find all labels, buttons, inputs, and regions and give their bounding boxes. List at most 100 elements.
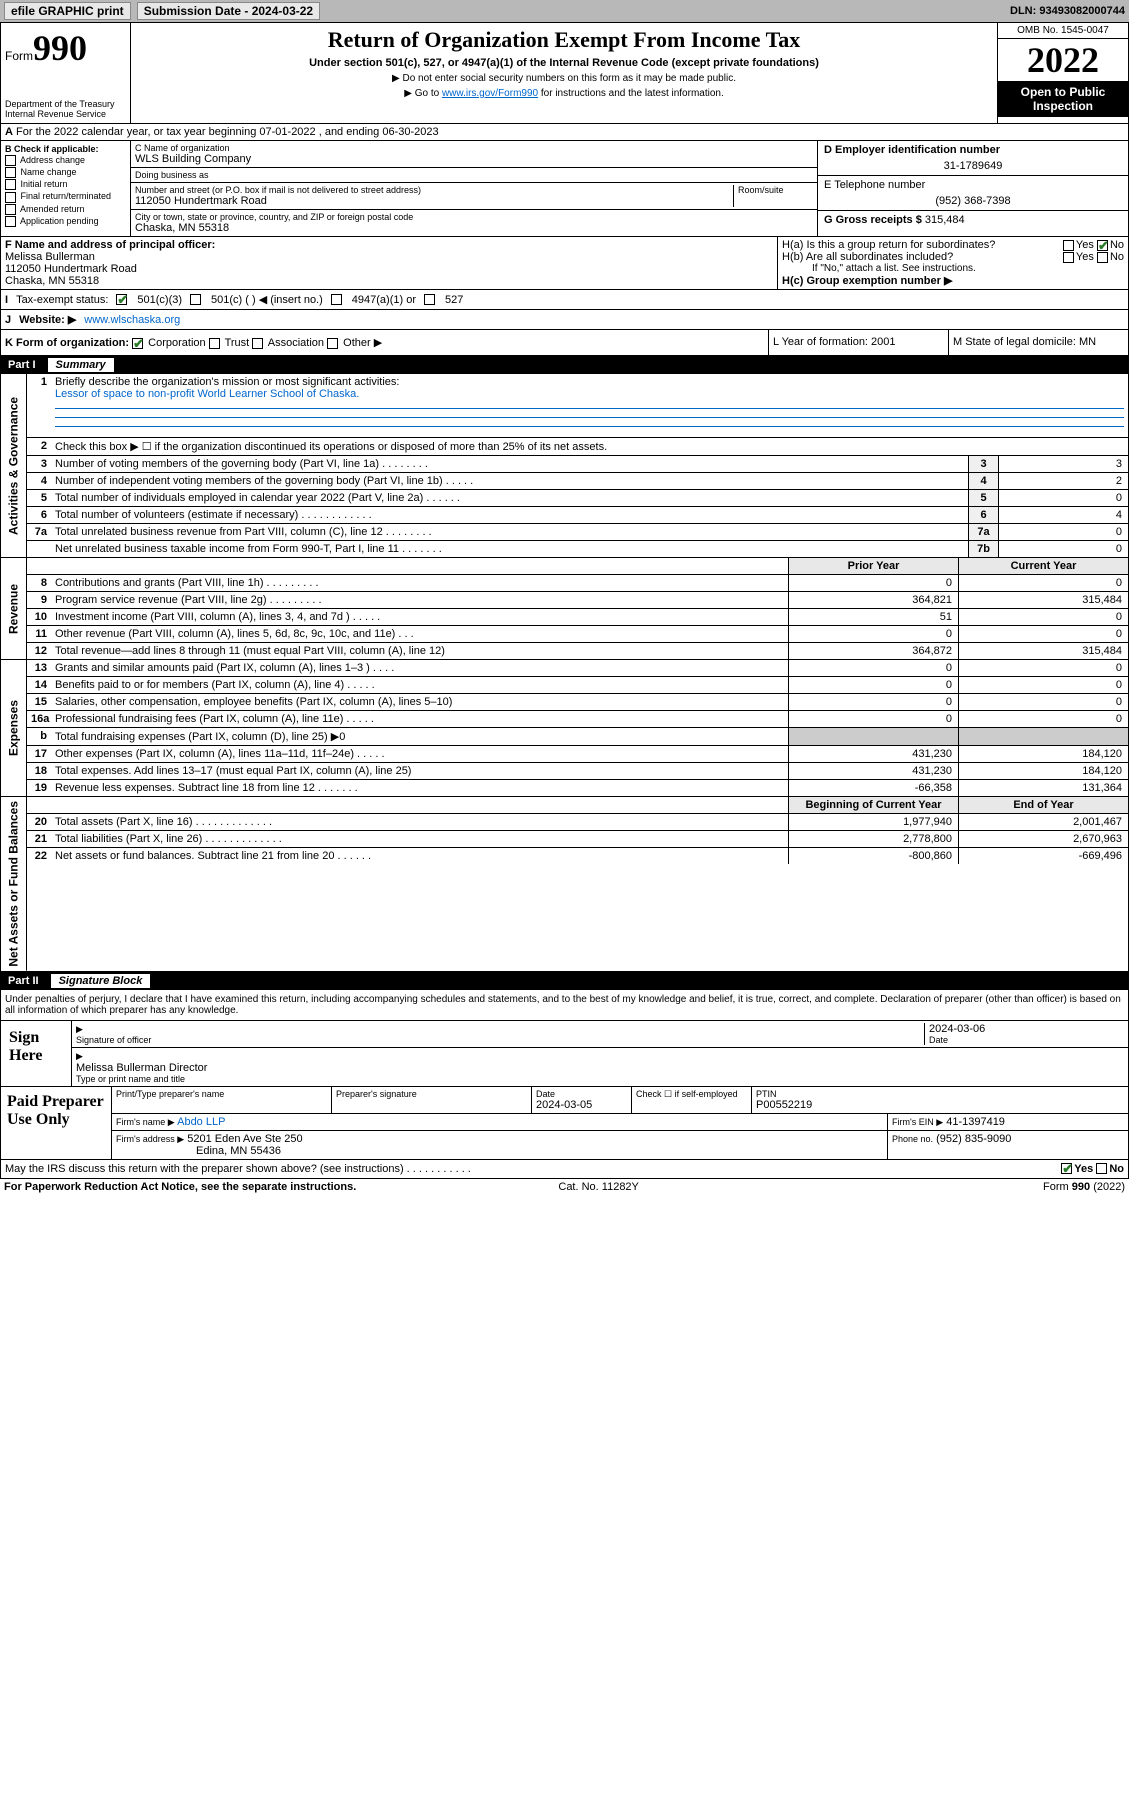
- firm-phone: (952) 835-9090: [936, 1133, 1011, 1145]
- top-toolbar: efile GRAPHIC print Submission Date - 20…: [0, 0, 1129, 22]
- row-k: K Form of organization: Corporation Trus…: [0, 330, 1129, 356]
- table-row: 8Contributions and grants (Part VIII, li…: [27, 575, 1128, 592]
- chk-address-change[interactable]: [5, 155, 16, 166]
- g-label: G Gross receipts $: [824, 214, 922, 226]
- sig-date-label: Date: [929, 1035, 1124, 1045]
- cat-no: Cat. No. 11282Y: [558, 1181, 639, 1193]
- footer: For Paperwork Reduction Act Notice, see …: [0, 1179, 1129, 1195]
- chk-trust[interactable]: [209, 338, 220, 349]
- hc-label: H(c) Group exemption number ▶: [782, 274, 1124, 287]
- b-label: B Check if applicable:: [5, 144, 126, 154]
- irs-link[interactable]: www.irs.gov/Form990: [442, 88, 538, 99]
- prep-sig-hdr: Preparer's signature: [336, 1089, 527, 1099]
- mission-text[interactable]: Lessor of space to non-profit World Lear…: [55, 388, 359, 400]
- paperwork-notice: For Paperwork Reduction Act Notice, see …: [4, 1181, 356, 1193]
- m-domicile: M State of legal domicile: MN: [948, 330, 1128, 355]
- paid-preparer-label: Paid Preparer Use Only: [1, 1087, 111, 1159]
- part1-header: Part I Summary: [0, 356, 1129, 374]
- tax-year: 2022: [998, 39, 1128, 81]
- table-row: 6Total number of volunteers (estimate if…: [27, 507, 1128, 524]
- website-link[interactable]: www.wlschaska.org: [84, 314, 180, 326]
- chk-pending[interactable]: [5, 216, 16, 227]
- table-row: 13Grants and similar amounts paid (Part …: [27, 660, 1128, 677]
- table-row: 3Number of voting members of the governi…: [27, 456, 1128, 473]
- ssn-warning: ▶ Do not enter social security numbers o…: [135, 73, 993, 84]
- efile-button[interactable]: efile GRAPHIC print: [4, 2, 131, 20]
- org-name: WLS Building Company: [135, 153, 813, 165]
- discuss-text: May the IRS discuss this return with the…: [5, 1163, 471, 1175]
- officer-name-title: Melissa Bullerman Director: [76, 1062, 1124, 1074]
- ha-label: H(a) Is this a group return for subordin…: [782, 239, 995, 251]
- officer-name: Melissa Bullerman: [5, 251, 773, 263]
- expenses-block: Expenses 13Grants and similar amounts pa…: [0, 660, 1129, 797]
- firm-ein: 41-1397419: [946, 1116, 1005, 1128]
- firm-addr1: 5201 Eden Ave Ste 250: [187, 1133, 302, 1145]
- prep-date: 2024-03-05: [536, 1099, 627, 1111]
- table-row: 12Total revenue—add lines 8 through 11 (…: [27, 643, 1128, 659]
- section-bcdefg: B Check if applicable: Address change Na…: [0, 141, 1129, 237]
- addr-label: Number and street (or P.O. box if mail i…: [135, 185, 733, 195]
- sidebar-expenses: Expenses: [1, 660, 27, 796]
- ptin-hdr: PTIN: [756, 1089, 1124, 1099]
- form-header: Form990 Department of the Treasury Inter…: [0, 22, 1129, 124]
- chk-527[interactable]: [424, 294, 435, 305]
- table-row: 20Total assets (Part X, line 16) . . . .…: [27, 814, 1128, 831]
- open-public: Open to Public Inspection: [998, 81, 1128, 117]
- table-row: 17Other expenses (Part IX, column (A), l…: [27, 746, 1128, 763]
- chk-501c3[interactable]: [116, 294, 127, 305]
- chk-other[interactable]: [327, 338, 338, 349]
- table-row: 4Number of independent voting members of…: [27, 473, 1128, 490]
- c-name-label: C Name of organization: [135, 143, 813, 153]
- ha-no[interactable]: [1097, 240, 1108, 251]
- chk-initial[interactable]: [5, 179, 16, 190]
- firm-addr2: Edina, MN 55436: [116, 1145, 281, 1157]
- officer-addr2: Chaska, MN 55318: [5, 275, 773, 287]
- goto-post: for instructions and the latest informat…: [538, 88, 724, 99]
- section-fh: F Name and address of principal officer:…: [0, 237, 1129, 290]
- hb-note: If "No," attach a list. See instructions…: [782, 263, 1124, 274]
- col-current: Current Year: [958, 558, 1128, 574]
- sidebar-governance: Activities & Governance: [1, 374, 27, 557]
- form-title: Return of Organization Exempt From Incom…: [135, 27, 993, 53]
- dept-label: Department of the Treasury Internal Reve…: [5, 99, 126, 119]
- chk-final[interactable]: [5, 192, 16, 203]
- chk-501c[interactable]: [190, 294, 201, 305]
- table-row: 21Total liabilities (Part X, line 26) . …: [27, 831, 1128, 848]
- ha-yes[interactable]: [1063, 240, 1074, 251]
- gross-receipts: 315,484: [925, 214, 965, 226]
- submission-date-button[interactable]: Submission Date - 2024-03-22: [137, 2, 320, 20]
- ein: 31-1789649: [824, 160, 1122, 172]
- chk-amended[interactable]: [5, 204, 16, 215]
- j-label: Website: ▶: [19, 313, 76, 326]
- e-label: E Telephone number: [824, 179, 1122, 191]
- sidebar-netassets: Net Assets or Fund Balances: [1, 797, 27, 971]
- omb-number: OMB No. 1545-0047: [998, 23, 1128, 39]
- q1-label: Briefly describe the organization's miss…: [55, 376, 399, 388]
- sig-date: 2024-03-06: [929, 1023, 1124, 1035]
- col-end: End of Year: [958, 797, 1128, 813]
- chk-name-change[interactable]: [5, 167, 16, 178]
- discuss-yes[interactable]: [1061, 1163, 1072, 1174]
- table-row: 11Other revenue (Part VIII, column (A), …: [27, 626, 1128, 643]
- f-label: F Name and address of principal officer:: [5, 239, 773, 251]
- firm-name[interactable]: Abdo LLP: [177, 1116, 225, 1128]
- hb-no[interactable]: [1097, 252, 1108, 263]
- chk-4947[interactable]: [331, 294, 342, 305]
- q2-text: Check this box ▶ ☐ if the organization d…: [51, 438, 1128, 455]
- hb-yes[interactable]: [1063, 252, 1074, 263]
- table-row: 10Investment income (Part VIII, column (…: [27, 609, 1128, 626]
- chk-corp[interactable]: [132, 338, 143, 349]
- col-begin: Beginning of Current Year: [788, 797, 958, 813]
- row-j: J Website: ▶ www.wlschaska.org: [0, 310, 1129, 330]
- discuss-no[interactable]: [1096, 1163, 1107, 1174]
- k-label: K Form of organization:: [5, 337, 129, 349]
- table-row: 14Benefits paid to or for members (Part …: [27, 677, 1128, 694]
- table-row: 7aTotal unrelated business revenue from …: [27, 524, 1128, 541]
- dln-text: DLN: 93493082000744: [1010, 5, 1125, 17]
- form-990-label: Form 990 (2022): [1043, 1181, 1125, 1193]
- netassets-block: Net Assets or Fund Balances Beginning of…: [0, 797, 1129, 972]
- line-a: A For the 2022 calendar year, or tax yea…: [0, 124, 1129, 141]
- chk-assoc[interactable]: [252, 338, 263, 349]
- table-row: 15Salaries, other compensation, employee…: [27, 694, 1128, 711]
- table-row: 9Program service revenue (Part VIII, lin…: [27, 592, 1128, 609]
